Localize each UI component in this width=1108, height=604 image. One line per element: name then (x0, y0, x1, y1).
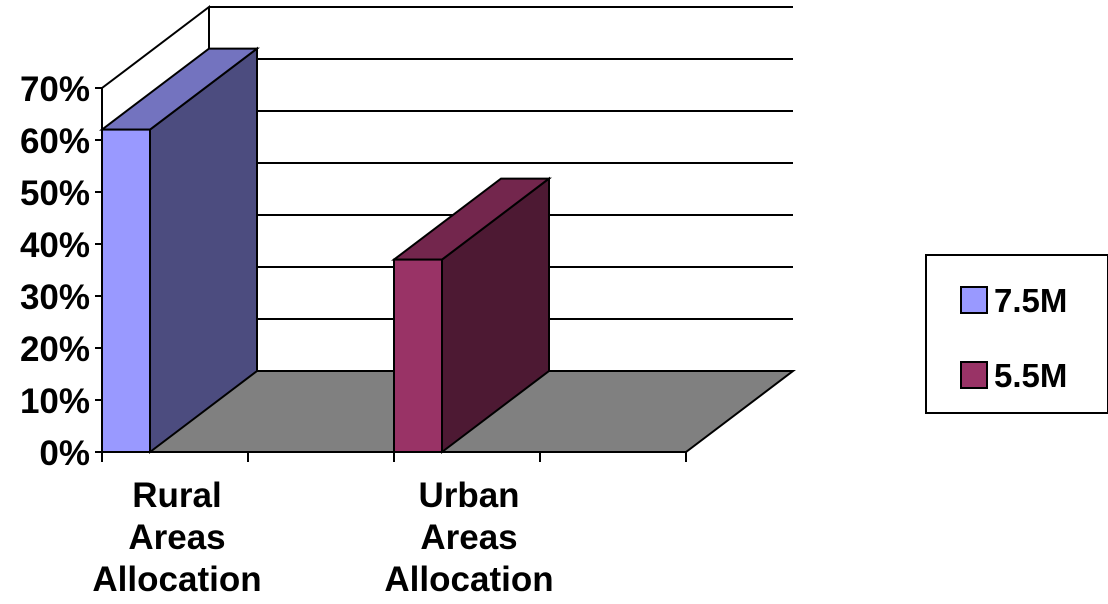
y-axis (95, 87, 687, 462)
y-tick-label: 70% (20, 70, 90, 109)
y-tick-label: 60% (20, 122, 90, 161)
y-tick-label: 10% (20, 382, 90, 421)
legend-swatch (960, 361, 988, 389)
x-tick-label-line: Allocation (92, 560, 261, 599)
bar-front (101, 128, 151, 453)
x-tick-label-line: Rural (132, 476, 221, 515)
y-tick-label: 50% (20, 174, 90, 213)
x-tick-label-line: Areas (420, 518, 517, 557)
bars (99, 46, 552, 455)
y-tick-label: 30% (20, 278, 90, 317)
x-tick-label-line: Urban (418, 476, 519, 515)
legend-label: 7.5M (994, 282, 1067, 319)
x-tick-label-line: Allocation (384, 560, 553, 599)
y-tick-label: 0% (39, 434, 90, 473)
legend-box (925, 254, 1108, 414)
bar-5.5M (391, 176, 552, 455)
legend-label: 5.5M (994, 357, 1067, 394)
x-tick-label-line: Areas (128, 518, 225, 557)
legend: 7.5M 5.5M (925, 254, 1108, 414)
y-tick-label: 20% (20, 330, 90, 369)
y-tick-labels: 0% 10% 20% 30% 40% 50% 60% 70% (20, 70, 90, 473)
bar-front (393, 258, 443, 453)
y-tick-label: 40% (20, 226, 90, 265)
legend-swatch (960, 286, 988, 314)
bar-7.5M (99, 46, 260, 455)
